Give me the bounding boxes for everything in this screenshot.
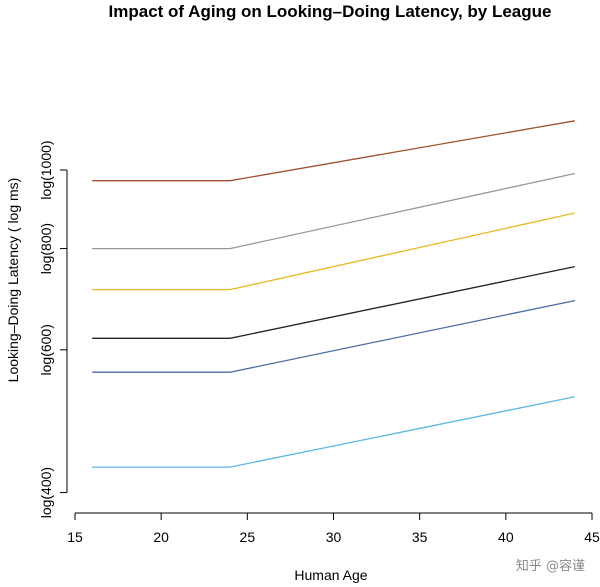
x-tick-label: 20 [153,529,169,545]
x-tick-label: 35 [412,529,428,545]
y-axis: log(400) log(600) log(800) log(1000) [38,140,68,518]
y-tick-label: log(600) [38,324,54,375]
x-tick-label: 40 [498,529,514,545]
series-line-1 [92,120,575,182]
series-line-6 [92,396,575,468]
series-line-5 [92,299,575,373]
watermark: 知乎 @容谨 [516,558,585,574]
x-tick-label: 15 [67,529,83,545]
y-tick-label: log(400) [38,467,54,518]
y-axis-label: Looking–Doing Latency ( log ms) [5,178,21,383]
series-line-4 [92,265,575,339]
x-tick-label: 30 [326,529,342,545]
y-tick-label: log(800) [38,223,54,274]
y-tick-label: log(1000) [38,140,54,199]
x-axis: 15 20 25 30 35 40 45 [67,512,600,545]
x-tick-label: 25 [240,529,256,545]
x-tick-label: 45 [584,529,600,545]
series-line-2 [92,172,575,250]
x-axis-label: Human Age [294,567,367,583]
plot-lines [92,120,575,468]
series-line-3 [92,212,575,291]
chart-title: Impact of Aging on Looking–Doing Latency… [109,2,552,21]
